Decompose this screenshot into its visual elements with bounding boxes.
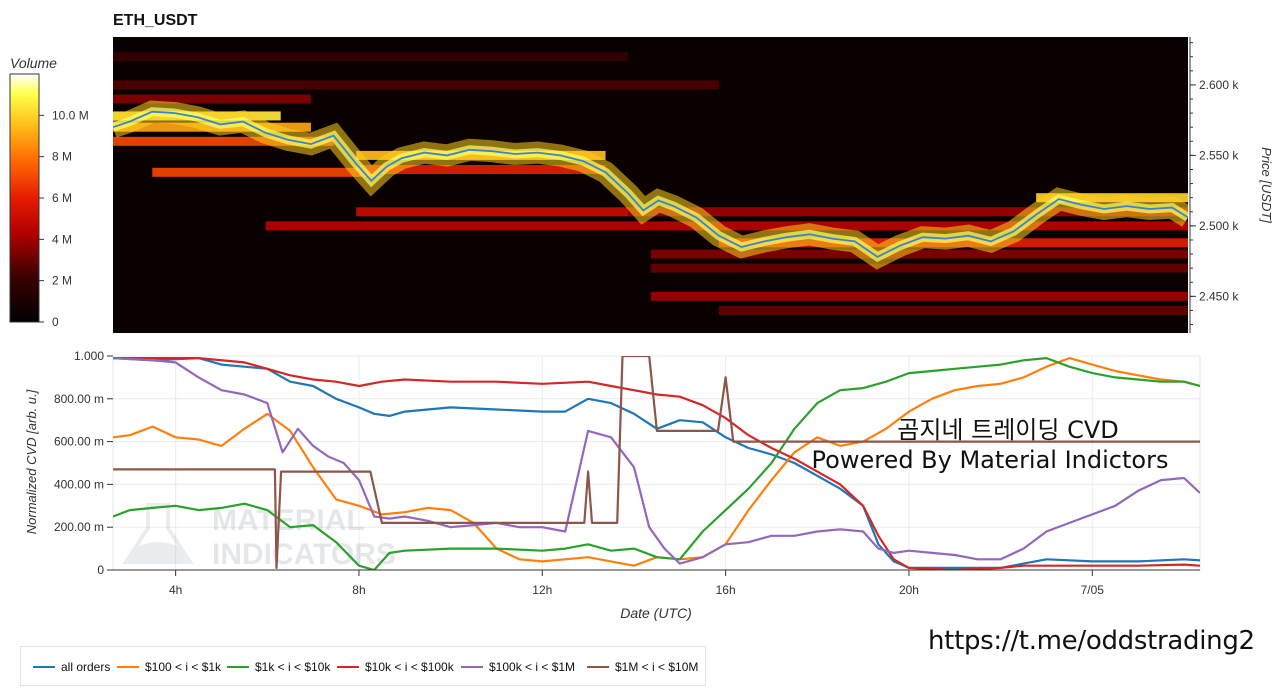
legend-swatch (33, 666, 55, 668)
cvd-x-tick-label: 4h (169, 583, 182, 597)
legend-item[interactable]: $100 < i < $1k (117, 660, 221, 674)
price-tick-label: 2.500 k (1199, 219, 1239, 233)
annotation-subtitle: Powered By Material Indictors (812, 446, 1169, 474)
annotation-title: 곰지네 트레이딩 CVD (897, 416, 1118, 444)
legend-swatch (461, 666, 483, 668)
watermark-line-1: MATERIAL (212, 504, 365, 537)
colorbar-tick-label: 4 M (52, 232, 72, 246)
colorbar-tick-label: 2 M (52, 274, 72, 288)
cvd-series-line (113, 357, 1200, 570)
colorbar-tick-label: 0 (52, 315, 59, 329)
telegram-url[interactable]: https://t.me/oddstrading2 (928, 626, 1255, 656)
liquidity-band (113, 80, 719, 90)
colorbar (9, 73, 40, 323)
liquidity-band (356, 207, 629, 217)
price-tick-label: 2.450 k (1199, 289, 1239, 303)
cvd-y-tick-label: 1.000 (74, 349, 104, 363)
legend-item[interactable]: $1M < i < $10M (587, 660, 698, 674)
legend-item[interactable]: $10k < i < $100k (337, 660, 454, 674)
liquidity-band (152, 167, 379, 177)
legend-item[interactable]: $1k < i < $10k (227, 660, 330, 674)
liquidity-band (650, 263, 1188, 273)
legend-item[interactable]: $100k < i < $1M (461, 660, 575, 674)
legend: all orders $100 < i < $1k $1k < i < $10k $1… (20, 646, 706, 686)
cvd-y-axis-ticks: 0 200.00 m 400.00 m 600.00 m 800.00 m 1.000 (54, 349, 113, 577)
price-axis-ticks: 2.450 k 2.500 k 2.550 k 2.600 k (1190, 42, 1239, 326)
liquidity-band (628, 207, 1188, 217)
colorbar-label: Volume (10, 55, 57, 71)
legend-label: $1M < i < $10M (615, 660, 699, 674)
legend-label: $10k < i < $100k (365, 660, 454, 674)
cvd-x-tick-label: 8h (352, 583, 365, 597)
legend-item[interactable]: all orders (33, 660, 110, 674)
price-tick-label: 2.600 k (1199, 78, 1239, 92)
flask-icon (122, 503, 194, 564)
cvd-series-line (113, 357, 1200, 570)
cvd-x-axis-label: Date (UTC) (620, 605, 692, 621)
cvd-series-line (113, 357, 1200, 565)
cvd-y-tick-label: 0 (97, 563, 104, 577)
liquidity-band (265, 221, 1188, 231)
price-tick-label: 2.550 k (1199, 148, 1239, 162)
liquidity-band (356, 164, 606, 174)
legend-swatch (587, 666, 609, 668)
material-indicators-watermark: MATERIAL INDICATORS (122, 503, 396, 571)
price-axis-label: Price [USDT] (1259, 147, 1274, 223)
heatmap-title: ETH_USDT (113, 12, 198, 29)
legend-label: $1k < i < $10k (255, 660, 331, 674)
liquidity-band (718, 305, 1188, 315)
cvd-x-tick-label: 7/05 (1081, 583, 1105, 597)
cvd-x-tick-label: 12h (532, 583, 552, 597)
watermark-line-2: INDICATORS (212, 538, 396, 571)
cvd-series-line (113, 356, 1200, 569)
liquidity-band (113, 136, 334, 146)
legend-label: all orders (61, 660, 111, 674)
liquidity-band (113, 94, 311, 104)
cvd-y-tick-label: 600.00 m (54, 435, 104, 449)
colorbar-tick-label: 8 M (52, 150, 72, 164)
liquidity-band (650, 291, 1188, 301)
colorbar-ticks: 0 2 M 4 M 6 M 8 M 10.0 M (39, 108, 89, 329)
cvd-y-tick-label: 800.00 m (54, 392, 104, 406)
legend-swatch (117, 666, 139, 668)
legend-swatch (227, 666, 249, 668)
legend-swatch (337, 666, 359, 668)
cvd-y-tick-label: 400.00 m (54, 477, 104, 491)
cvd-y-tick-label: 200.00 m (54, 520, 104, 534)
cvd-x-tick-label: 16h (716, 583, 736, 597)
cvd-lines (113, 356, 1200, 570)
cvd-x-tick-label: 20h (899, 583, 919, 597)
cvd-x-axis-ticks: 4h 8h 12h 16h 20h 7/05 (169, 570, 1104, 597)
liquidity-band (650, 249, 1188, 259)
legend-label: $100k < i < $1M (489, 660, 576, 674)
cvd-plot-area (112, 355, 1201, 571)
colorbar-tick-label: 6 M (52, 191, 72, 205)
legend-label: $100 < i < $1k (145, 660, 222, 674)
colorbar-tick-label: 10.0 M (52, 108, 89, 122)
cvd-y-axis-label: Normalized CVD [arb. u.] (24, 389, 39, 534)
price-line (113, 110, 1188, 258)
liquidity-band (113, 52, 629, 62)
